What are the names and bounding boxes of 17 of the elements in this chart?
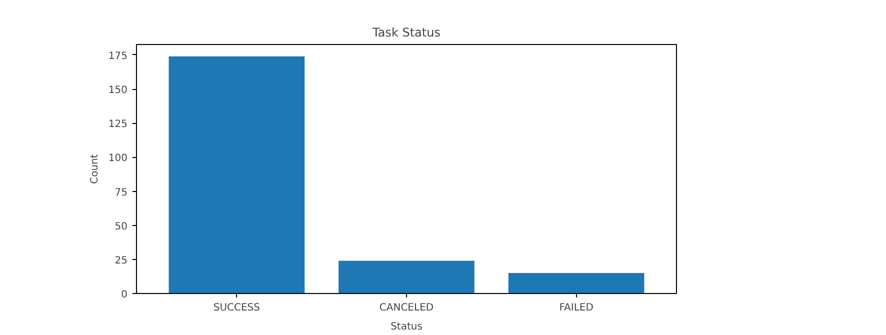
y-tick-label: 0 bbox=[121, 290, 128, 300]
chart-title: Task Status bbox=[372, 26, 440, 40]
y-tick-label: 25 bbox=[114, 255, 128, 266]
x-axis-title: Status bbox=[390, 322, 422, 332]
y-tick-label: 175 bbox=[108, 50, 128, 62]
x-tick-label: SUCCESS bbox=[213, 302, 260, 314]
y-tick-label: 100 bbox=[108, 153, 128, 164]
y-tick-label: 50 bbox=[114, 221, 128, 232]
y-tick-label: 150 bbox=[108, 85, 128, 96]
y-axis-title: Count bbox=[89, 154, 100, 184]
x-tick-label: CANCELED bbox=[379, 302, 434, 314]
x-tick-label: FAILED bbox=[559, 302, 594, 314]
bar bbox=[168, 56, 305, 294]
bar bbox=[338, 260, 474, 294]
bar bbox=[508, 273, 644, 294]
y-tick-label: 75 bbox=[114, 187, 128, 198]
y-tick-label: 125 bbox=[108, 119, 128, 130]
